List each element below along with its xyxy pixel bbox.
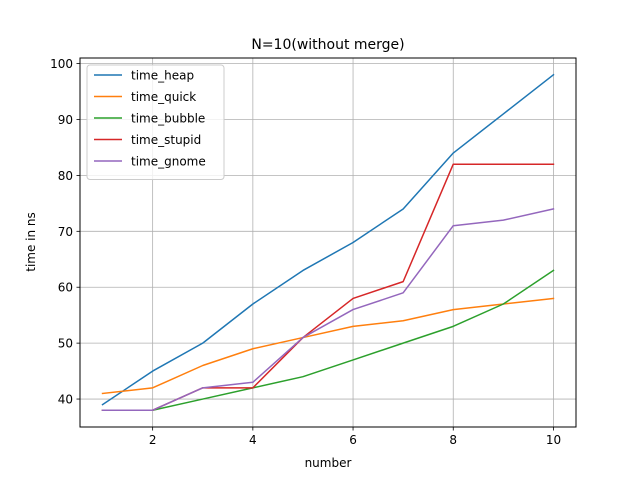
y-axis-label: time in ns xyxy=(24,212,38,272)
x-tick-label: 8 xyxy=(449,433,457,447)
y-tick-label: 60 xyxy=(58,281,73,295)
legend: time_heap time_quick time_bubble time_stupi… xyxy=(86,64,225,180)
series-line-time-quick xyxy=(101,297,555,395)
legend-label: time_heap xyxy=(131,69,194,83)
legend-label: time_quick xyxy=(131,90,196,104)
legend-label: time_gnome xyxy=(131,155,206,169)
chart-title: N=10(without merge) xyxy=(251,37,404,53)
x-axis: 2 4 6 8 10 xyxy=(149,427,561,447)
y-tick-label: 50 xyxy=(58,337,73,351)
legend-label: time_bubble xyxy=(131,112,205,126)
plot-frame xyxy=(79,57,577,428)
legend-box xyxy=(86,64,225,180)
y-tick-label: 40 xyxy=(58,393,73,407)
x-axis-label: number xyxy=(305,456,352,470)
series-line-time-heap xyxy=(101,73,555,406)
series-line-time-gnome xyxy=(101,208,555,411)
y-axis: 40 50 60 70 80 90 100 xyxy=(50,57,80,407)
y-tick-label: 90 xyxy=(58,113,73,127)
series-line-time-bubble xyxy=(101,269,555,411)
x-tick-label: 2 xyxy=(149,433,157,447)
series-lines xyxy=(101,73,555,411)
x-tick-label: 4 xyxy=(249,433,257,447)
legend-label: time_stupid xyxy=(131,133,201,147)
x-tick-label: 6 xyxy=(349,433,357,447)
x-tick-label: 10 xyxy=(546,433,561,447)
y-tick-label: 80 xyxy=(58,169,73,183)
y-tick-label: 70 xyxy=(58,225,73,239)
y-tick-label: 100 xyxy=(50,57,73,71)
